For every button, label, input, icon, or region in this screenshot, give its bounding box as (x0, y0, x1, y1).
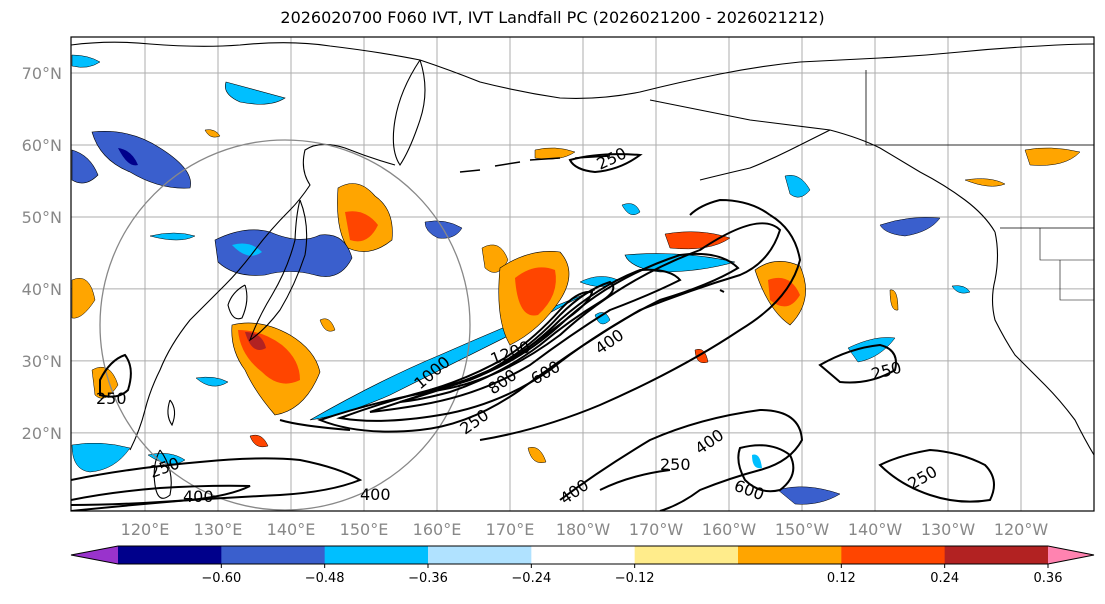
longitude-label: 140°E (267, 520, 316, 539)
colorbar-segment (118, 546, 222, 564)
colorbar: −0.60−0.48−0.36−0.24−0.120.120.240.360.4… (70, 545, 1095, 586)
longitude-label: 120°W (994, 520, 1049, 539)
colorbar-segment (944, 546, 1049, 564)
latitude-label: 20°N (22, 424, 62, 443)
longitude-label: 130°E (194, 520, 243, 539)
landfall-region-circle (99, 139, 471, 511)
colorbar-outline (70, 545, 1095, 565)
graticule (71, 37, 1094, 511)
colorbar-tick-label: 0.12 (827, 571, 856, 586)
longitude-label: 180°W (556, 520, 611, 539)
colorbar-tick-label: 0.24 (930, 571, 959, 586)
longitude-label: 130°W (921, 520, 976, 539)
coastlines (71, 41, 1094, 499)
chart-title: 2026020700 F060 IVT, IVT Landfall PC (20… (280, 8, 825, 27)
latitude-label: 40°N (22, 280, 62, 299)
colorbar-tick-label: −0.24 (511, 571, 551, 586)
longitude-label: 120°E (121, 520, 170, 539)
longitude-label: 160°E (413, 520, 462, 539)
latitude-label: 70°N (22, 64, 62, 83)
longitude-label: 170°E (486, 520, 535, 539)
contour-label: 250 (660, 455, 691, 474)
contour-label: 400 (360, 485, 391, 504)
longitude-label: 150°W (775, 520, 830, 539)
ivt-contours (71, 153, 995, 511)
colorbar-extend-high (1048, 546, 1094, 564)
contour-label: 400 (183, 487, 214, 506)
longitude-label: 160°W (702, 520, 757, 539)
longitude-label: 170°W (629, 520, 684, 539)
latitude-label: 50°N (22, 208, 62, 227)
colorbar-tick-label: −0.12 (615, 571, 655, 586)
contour-label: 250 (96, 389, 127, 408)
latitude-labels: 70°N 60°N 50°N 40°N 30°N 20°N (22, 64, 62, 443)
colorbar-segment (324, 546, 429, 564)
longitude-labels: 120°E 130°E 140°E 150°E 160°E 170°E 180°W 170°W… (121, 520, 1049, 539)
colorbar-extend-low (71, 546, 118, 564)
latitude-label: 30°N (22, 352, 62, 371)
colorbar-segment (221, 546, 326, 564)
colorbar-segment (738, 546, 842, 564)
colorbar-segment (428, 546, 532, 564)
colorbar-tick-label: −0.60 (201, 571, 241, 586)
longitude-label: 140°W (848, 520, 903, 539)
latitude-label: 60°N (22, 136, 62, 155)
colorbar-segment (531, 546, 636, 564)
longitude-label: 150°E (340, 520, 389, 539)
colorbar-segment (841, 546, 946, 564)
ivt-pc-shading (71, 54, 1081, 505)
colorbar-tick-label: 0.36 (1034, 571, 1063, 586)
colorbar-tick-label: −0.48 (305, 571, 345, 586)
colorbar-tick-label: −0.36 (408, 571, 448, 586)
colorbar-segment (634, 546, 739, 564)
map-frame (70, 36, 1095, 512)
